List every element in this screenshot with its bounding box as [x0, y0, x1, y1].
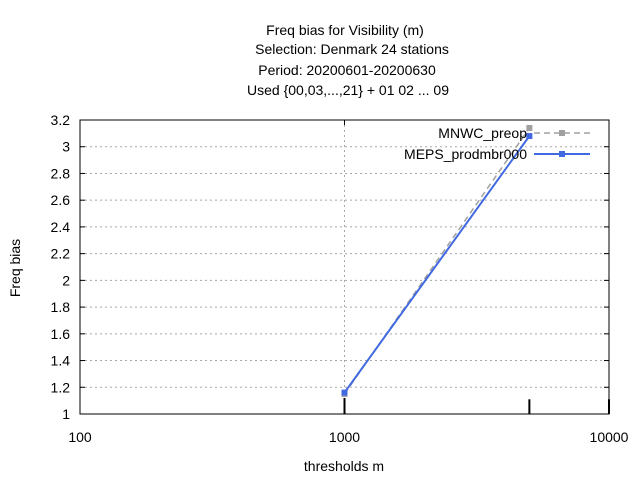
- y-tick-label: 1: [62, 406, 70, 422]
- legend-marker: [559, 151, 565, 157]
- y-tick-label: 2.2: [51, 246, 71, 262]
- y-tick-label: 2.8: [51, 165, 71, 181]
- y-tick-label: 2: [62, 272, 70, 288]
- legend-marker: [559, 130, 565, 136]
- x-axis-label: thresholds m: [304, 458, 384, 474]
- title-line-2: Selection: Denmark 24 stations: [255, 41, 449, 57]
- title-line-1: Freq bias for Visibility (m): [266, 22, 424, 38]
- y-axis-label: Freq bias: [7, 239, 23, 297]
- series-layer: [341, 125, 533, 397]
- count-marks: [343, 397, 610, 414]
- y-tick-label: 1.4: [51, 353, 71, 369]
- y-tick-label: 1.2: [51, 379, 71, 395]
- series-point: [526, 133, 533, 140]
- y-tick-label: 1.6: [51, 326, 71, 342]
- title-line-4: Used {00,03,...,21} + 01 02 ... 09: [247, 82, 449, 98]
- x-tick-label: 1000: [329, 429, 360, 445]
- series-line: [343, 135, 531, 394]
- legend-label: MEPS_prodmbr000: [404, 146, 527, 162]
- y-axis: 1 1.2 1.4 1.6 1.8 2 2.2 2.4 2.6 2.8 3 3.2: [51, 112, 609, 422]
- grid-lines: [80, 120, 609, 414]
- x-tick-label: 100: [68, 429, 92, 445]
- y-tick-label: 3.2: [51, 112, 71, 128]
- series-point: [341, 389, 348, 396]
- legend-label: MNWC_preop: [438, 125, 527, 141]
- y-tick-label: 2.6: [51, 192, 71, 208]
- legend: MNWC_preop MEPS_prodmbr000: [404, 125, 590, 162]
- title-line-3: Period: 20200601-20200630: [258, 62, 436, 78]
- y-tick-label: 2.4: [51, 219, 71, 235]
- x-tick-label: 10000: [590, 429, 629, 445]
- series-point: [526, 125, 533, 132]
- series-2: [341, 133, 533, 396]
- y-tick-label: 3: [62, 139, 70, 155]
- y-tick-label: 1.8: [51, 299, 71, 315]
- chart-title: Freq bias for Visibility (m) Selection: …: [247, 22, 449, 98]
- x-axis: 100 1000 10000: [68, 120, 629, 445]
